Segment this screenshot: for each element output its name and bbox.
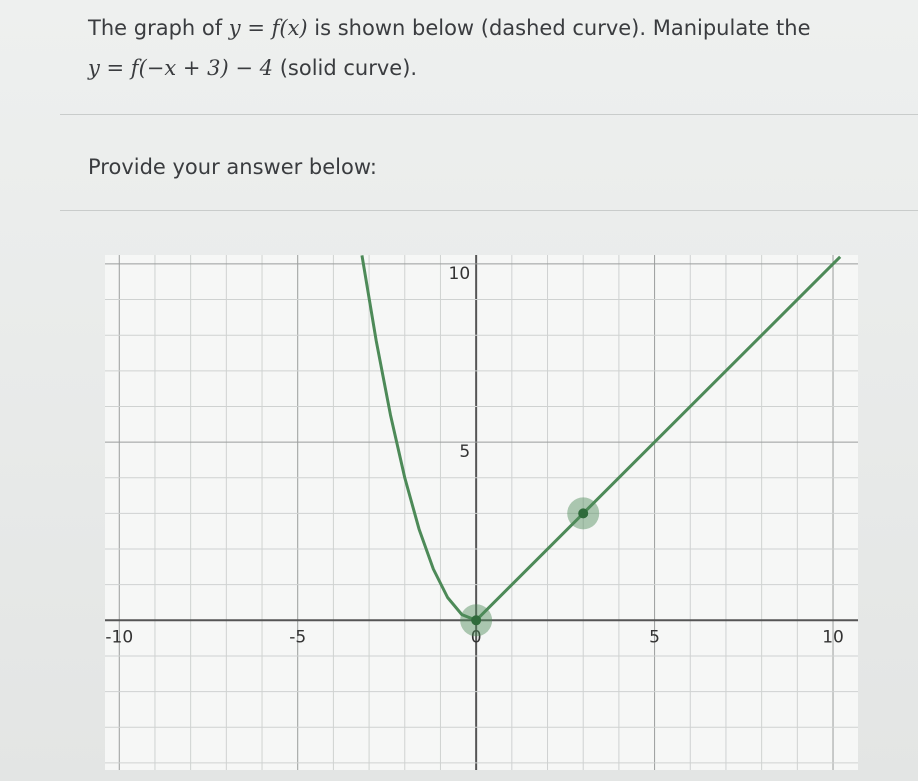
prompt: Provide your answer below: [88,155,377,179]
text: The graph of [88,16,229,40]
separator [60,114,918,115]
curve-group [360,255,842,622]
y-tick-label: 5 [459,442,470,462]
drag-handle[interactable] [460,604,493,637]
handle-dot [471,615,482,626]
x-tick-label: 5 [649,627,660,647]
solid-curve [360,255,842,622]
x-tick-label: -10 [105,627,133,647]
question-line-2: y = f(−x + 3) − 4 (solid curve). [88,56,417,80]
separator [60,210,918,211]
handle-dot [578,508,589,519]
x-tick-label: 10 [822,627,844,647]
question-line-1: The graph of y = f(x) is shown below (da… [88,16,811,40]
text: (solid curve). [273,56,418,80]
y-tick-label: 10 [449,264,471,284]
drag-handle[interactable] [567,497,600,530]
math: y = f(x) [228,16,308,40]
text: is shown below (dashed curve). Manipulat… [307,16,811,40]
x-tick-label: -5 [289,627,306,647]
math: y = f(−x + 3) − 4 [88,56,274,80]
graph-area [105,255,858,770]
x-tick-label: 0 [471,627,482,647]
